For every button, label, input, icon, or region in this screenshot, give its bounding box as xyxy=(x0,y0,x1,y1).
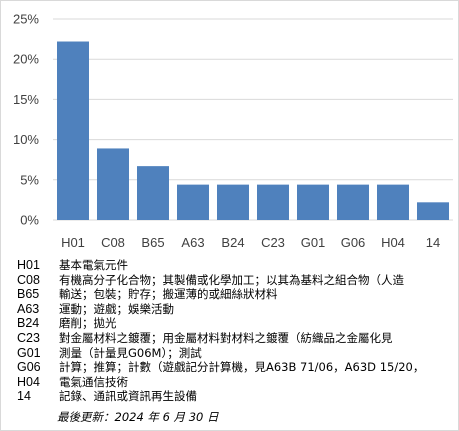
legend-desc: 磨削；拋光 xyxy=(59,316,117,331)
bar xyxy=(257,184,289,220)
legend-row: A63 運動；遊戲；娛樂活動 xyxy=(17,302,455,317)
legend-code: B65 xyxy=(17,287,40,302)
bar-chart: 0% 5% 10% 15% 20% 25% H01 C08 B65 A63 B24 C23 G01 G06… xyxy=(13,12,453,250)
legend-desc: 電氣通信技術 xyxy=(59,374,128,389)
bar xyxy=(177,184,209,220)
x-tick-label: H01 xyxy=(61,235,85,250)
bar xyxy=(137,166,169,220)
legend-code: H01 xyxy=(17,258,40,272)
x-tick-label: B24 xyxy=(221,235,244,250)
legend-desc: 對金屬材料之鍍覆；用金屬材料對材料之鍍覆（紡織品之金屬化見 xyxy=(59,330,393,345)
legend-code: 14 xyxy=(17,389,31,404)
legend-row: B65 輸送；包裝；貯存；搬運薄的或細絲狀材料 xyxy=(17,287,455,302)
last-updated: 最後更新：2024 年 6 月 30 日 xyxy=(57,410,219,424)
legend-row: 14 記錄、通訊或資訊再生設備 xyxy=(17,389,455,404)
legend-desc: 輸送；包裝；貯存；搬運薄的或細絲狀材料 xyxy=(59,287,278,302)
legend-row: G01 測量（計量見G06M）；測試 xyxy=(17,346,455,361)
x-tick-label: H04 xyxy=(381,235,405,250)
bar xyxy=(57,41,89,221)
legend-desc: 記錄、通訊或資訊再生設備 xyxy=(59,389,197,404)
bar xyxy=(97,148,129,220)
legend-code: A63 xyxy=(17,301,40,316)
bar xyxy=(217,184,249,220)
legend-desc: 運動；遊戲；娛樂活動 xyxy=(59,301,174,316)
y-tick-label: 10% xyxy=(13,132,39,147)
legend-code: C23 xyxy=(17,330,40,345)
x-tick-label: B65 xyxy=(141,235,164,250)
legend-row: H01 基本電氣元件 xyxy=(17,258,455,273)
bar xyxy=(377,184,409,220)
y-tick-label: 0% xyxy=(20,213,39,228)
legend-row: C08 有機高分子化合物；其製備或化學加工；以其為基料之組合物（人造 xyxy=(17,273,455,288)
legend-desc: 計算；推算；計數（遊戲記分計算機，見A63B 71/06，A63D 15/20， xyxy=(59,360,425,375)
bar xyxy=(337,184,369,220)
y-tick-label: 25% xyxy=(13,12,39,27)
x-tick-label: C08 xyxy=(101,235,125,250)
legend-code: G01 xyxy=(17,345,41,360)
legend-code: G06 xyxy=(17,360,41,375)
y-tick-label: 20% xyxy=(13,52,39,67)
x-tick-label: C23 xyxy=(261,235,285,250)
legend-row: G06 計算；推算；計數（遊戲記分計算機，見A63B 71/06，A63D 15… xyxy=(17,360,455,375)
bar xyxy=(297,184,329,220)
legend-row: H04 電氣通信技術 xyxy=(17,375,455,390)
x-tick-label: 14 xyxy=(426,235,440,250)
legend-row: B24 磨削；拋光 xyxy=(17,316,455,331)
legend-desc: 有機高分子化合物；其製備或化學加工；以其為基料之組合物（人造 xyxy=(59,272,404,287)
x-tick-label: G06 xyxy=(341,235,366,250)
x-tick-label: G01 xyxy=(301,235,326,250)
x-tick-label: A63 xyxy=(181,235,204,250)
ipc-legend: H01 基本電氣元件 C08 有機高分子化合物；其製備或化學加工；以其為基料之組… xyxy=(17,258,455,404)
legend-desc: 測量（計量見G06M）；測試 xyxy=(59,345,202,360)
legend-desc: 基本電氣元件 xyxy=(59,258,128,272)
legend-row: C23 對金屬材料之鍍覆；用金屬材料對材料之鍍覆（紡織品之金屬化見 xyxy=(17,331,455,346)
y-tick-label: 5% xyxy=(20,172,39,187)
legend-code: B24 xyxy=(17,316,40,331)
bar xyxy=(417,202,449,220)
legend-code: C08 xyxy=(17,272,40,287)
legend-code: H04 xyxy=(17,374,40,389)
y-tick-label: 15% xyxy=(13,92,39,107)
